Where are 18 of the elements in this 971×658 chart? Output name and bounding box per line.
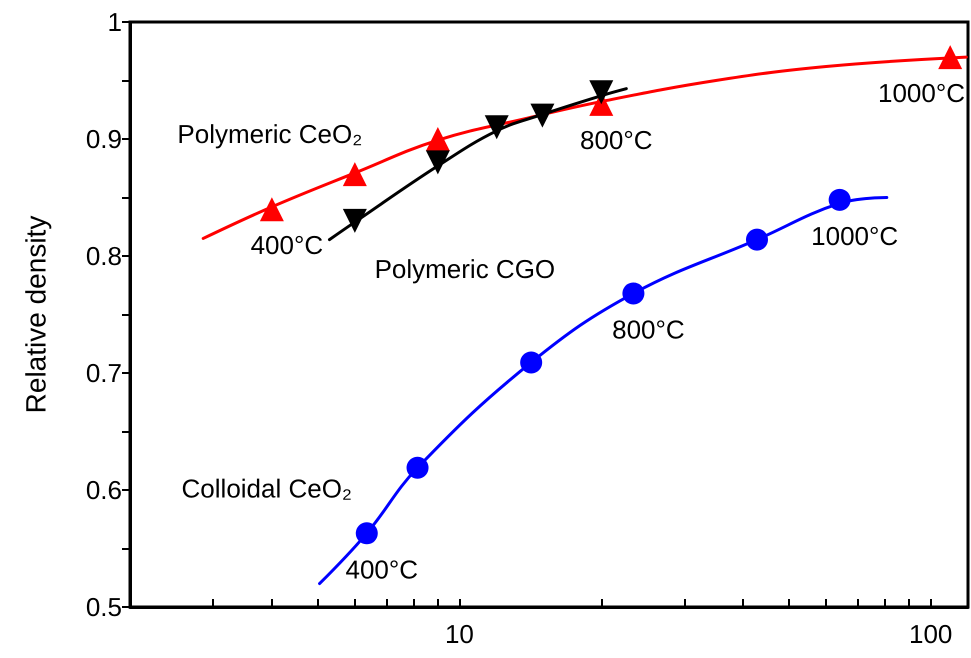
y-tick-label: 0.7 bbox=[86, 358, 122, 388]
annotation: 1000°C bbox=[811, 220, 898, 251]
y-tick-label: 0.9 bbox=[86, 124, 122, 154]
y-tick-label: 1 bbox=[108, 7, 122, 37]
series-label: Colloidal CeO₂ bbox=[182, 473, 352, 504]
x-tick-label: 10 bbox=[444, 619, 474, 649]
y-tick-label: 0.8 bbox=[86, 241, 122, 271]
y-tick-label: 0.5 bbox=[86, 592, 122, 622]
annotation: 800°C bbox=[612, 314, 685, 344]
series-label: Polymeric CeO₂ bbox=[177, 119, 362, 150]
series-label: Polymeric CGO bbox=[374, 254, 556, 284]
annotation: 400°C bbox=[346, 554, 418, 584]
annotation: 1000°C bbox=[878, 78, 966, 108]
y-tick-label: 0.6 bbox=[86, 475, 122, 505]
annotation: 400°C bbox=[250, 230, 324, 260]
x-tick-label: 100 bbox=[908, 619, 952, 649]
annotation: 800°C bbox=[580, 124, 653, 155]
y-axis-title: Relative density bbox=[20, 216, 52, 414]
